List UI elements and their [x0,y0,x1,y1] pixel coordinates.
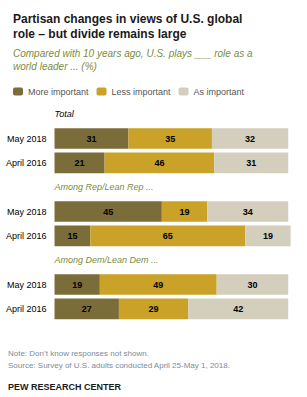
svg-text:Among Dem/Lean Dem ...: Among Dem/Lean Dem ... [54,255,159,265]
svg-text:Total: Total [55,109,75,119]
svg-text:April 2016: April 2016 [6,304,47,314]
svg-text:19: 19 [179,207,189,217]
svg-text:May 2018: May 2018 [7,280,47,290]
svg-text:Source: Survey of U.S. adults: Source: Survey of U.S. adults conducted … [8,361,230,370]
svg-text:31: 31 [86,134,96,144]
svg-text:32: 32 [245,134,255,144]
svg-text:34: 34 [243,207,253,217]
svg-text:42: 42 [233,304,243,314]
svg-text:35: 35 [165,134,175,144]
svg-text:19: 19 [72,280,82,290]
svg-text:Note: Don’t know responses not: Note: Don’t know responses not shown. [8,349,149,358]
svg-text:21: 21 [75,158,85,168]
svg-text:19: 19 [263,231,273,241]
svg-text:45: 45 [103,207,113,217]
svg-text:As important: As important [194,87,245,97]
svg-text:More important: More important [28,87,89,97]
svg-text:29: 29 [148,304,158,314]
svg-text:30: 30 [247,280,257,290]
svg-text:46: 46 [154,158,164,168]
svg-text:world leader ... (%): world leader ... (%) [13,61,97,72]
svg-text:15: 15 [67,231,77,241]
svg-text:49: 49 [153,280,163,290]
svg-text:role – but divide remains larg: role – but divide remains large [13,27,187,41]
svg-text:Partisan changes in views of U: Partisan changes in views of U.S. global [13,12,242,26]
svg-text:April 2016: April 2016 [6,231,47,241]
svg-text:April 2016: April 2016 [6,158,47,168]
svg-text:PEW RESEARCH CENTER: PEW RESEARCH CENTER [8,382,122,392]
svg-text:27: 27 [82,304,92,314]
svg-text:Less important: Less important [112,87,172,97]
svg-text:31: 31 [246,158,256,168]
svg-text:Compared with 10 years ago, U.: Compared with 10 years ago, U.S. plays _… [13,48,253,59]
svg-text:May 2018: May 2018 [7,134,47,144]
svg-text:Among Rep/Lean Rep ...: Among Rep/Lean Rep ... [54,182,154,192]
svg-text:65: 65 [163,231,173,241]
svg-text:May 2018: May 2018 [7,207,47,217]
